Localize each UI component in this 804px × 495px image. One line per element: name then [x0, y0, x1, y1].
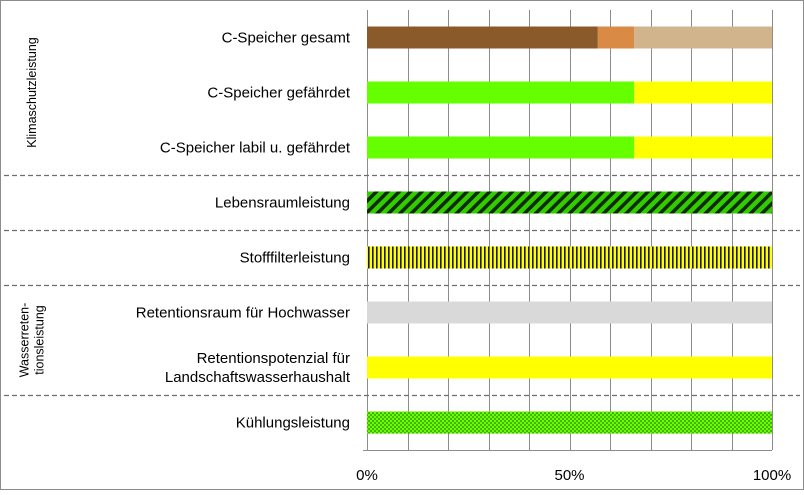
- group-label: tionsleistung: [33, 305, 47, 375]
- category-label: Lebensraumleistung: [215, 195, 350, 212]
- category-label: Retentionspotenzial für: [197, 350, 350, 367]
- group-label: Klimaschutzleistung: [25, 37, 39, 148]
- bar-segment: [634, 26, 772, 49]
- separator-layer: [4, 174, 800, 397]
- bar-segment: [367, 246, 772, 269]
- bar-segment: [634, 136, 772, 159]
- category-label: C-Speicher gefährdet: [207, 85, 350, 102]
- category-label: Kühlungsleistung: [236, 415, 350, 432]
- bar-layer: [367, 26, 772, 434]
- category-label: C-Speicher gesamt: [222, 30, 351, 47]
- category-label: Landschaftswasserhaushalt: [165, 369, 351, 386]
- category-label: Retentionsraum für Hochwasser: [136, 305, 350, 322]
- bar-segment: [597, 26, 635, 49]
- category-label: C-Speicher labil u. gefährdet: [160, 140, 351, 157]
- category-label: Stofffilterleistung: [240, 250, 350, 267]
- bar-segment: [367, 81, 635, 104]
- bar-segment: [367, 191, 772, 214]
- group-label-layer: Klimaschutzleistung Wasserreten-tionsleis…: [18, 37, 47, 377]
- x-tick-layer: 0% 50% 100%: [356, 467, 791, 484]
- group-label: Wasserreten-: [18, 303, 32, 378]
- bar-segment: [367, 301, 772, 324]
- x-tick-label: 100%: [753, 467, 791, 484]
- bar-segment: [367, 26, 598, 49]
- category-label-layer: C-Speicher gesamt C-Speicher gefährdet C-S…: [136, 30, 351, 432]
- bar-segment: [367, 356, 772, 379]
- bar-segment: [367, 136, 635, 159]
- bar-segment: [634, 81, 772, 104]
- x-tick-label: 50%: [554, 467, 584, 484]
- bar-segment: [367, 411, 772, 434]
- x-tick-label: 0%: [356, 467, 378, 484]
